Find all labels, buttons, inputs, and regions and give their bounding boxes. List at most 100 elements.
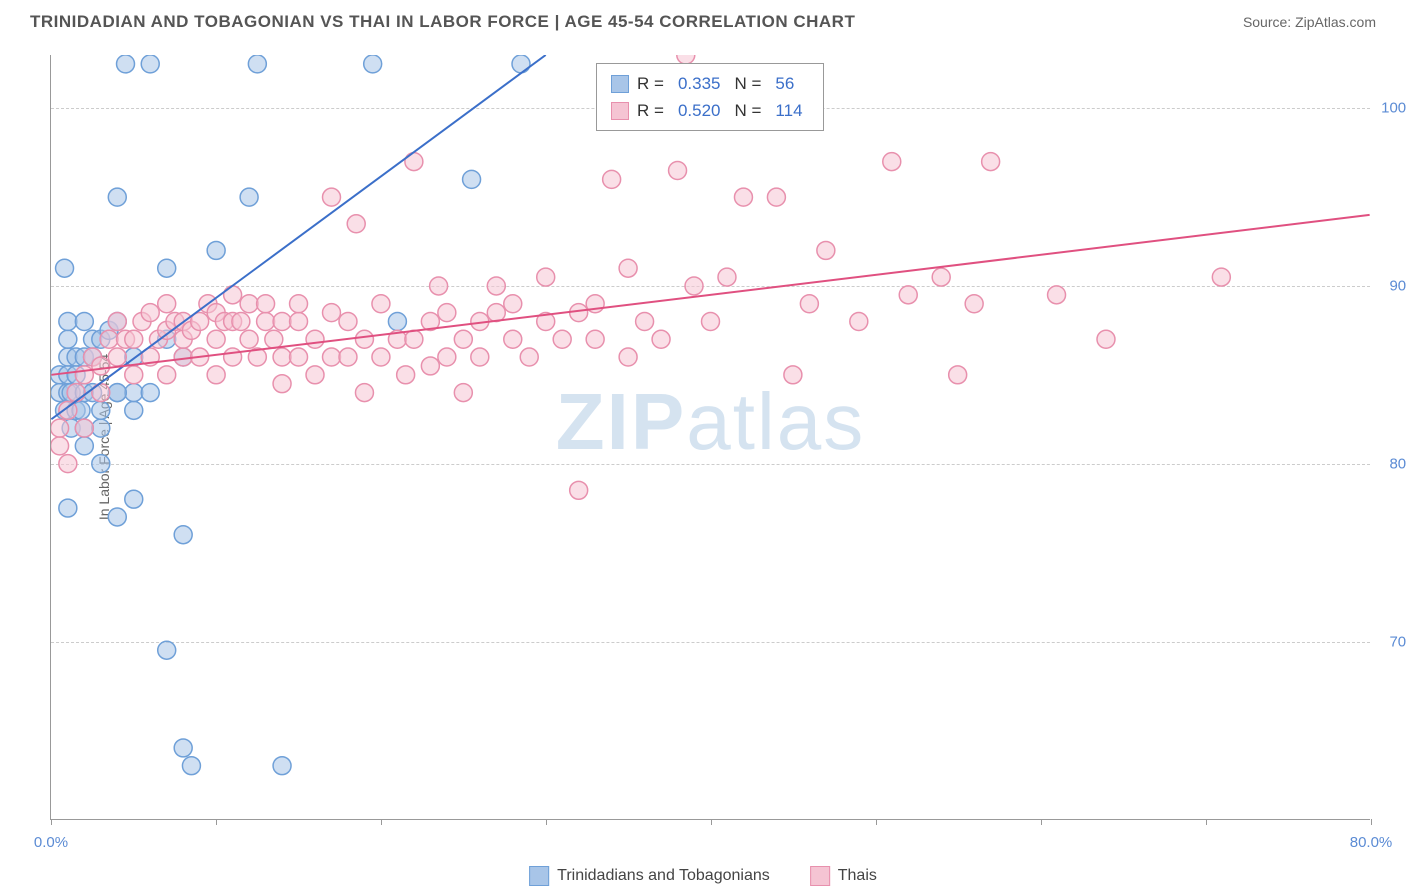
- data-point: [619, 348, 637, 366]
- data-point: [421, 357, 439, 375]
- data-point: [504, 295, 522, 313]
- data-point: [108, 384, 126, 402]
- data-point: [438, 348, 456, 366]
- data-point: [339, 313, 357, 331]
- data-point: [125, 366, 143, 384]
- data-point: [949, 366, 967, 384]
- data-point: [512, 55, 530, 73]
- stats-n-label: N =: [734, 97, 761, 124]
- data-point: [463, 170, 481, 188]
- data-point: [75, 437, 93, 455]
- data-point: [718, 268, 736, 286]
- data-point: [784, 366, 802, 384]
- x-tick-label: 80.0%: [1350, 834, 1393, 851]
- data-point: [487, 277, 505, 295]
- data-point: [92, 419, 110, 437]
- data-point: [1097, 330, 1115, 348]
- data-point: [669, 162, 687, 180]
- data-point: [248, 55, 266, 73]
- data-point: [240, 330, 258, 348]
- data-point: [438, 304, 456, 322]
- stats-n-label: N =: [734, 70, 761, 97]
- stats-swatch: [611, 102, 629, 120]
- data-point: [883, 153, 901, 171]
- data-point: [982, 153, 1000, 171]
- data-point: [75, 313, 93, 331]
- data-point: [257, 295, 275, 313]
- x-tick: [711, 819, 712, 825]
- data-point: [207, 330, 225, 348]
- data-point: [899, 286, 917, 304]
- legend-swatch: [529, 866, 549, 886]
- stats-row: R =0.335N =56: [611, 70, 809, 97]
- data-point: [100, 330, 118, 348]
- data-point: [290, 295, 308, 313]
- data-point: [141, 304, 159, 322]
- source-label: Source: ZipAtlas.com: [1243, 14, 1376, 30]
- stats-r-label: R =: [637, 70, 664, 97]
- data-point: [240, 295, 258, 313]
- y-tick-label: 70.0%: [1389, 634, 1406, 651]
- data-point: [273, 313, 291, 331]
- scatter-plot: [51, 55, 1370, 819]
- data-point: [397, 366, 415, 384]
- x-tick: [51, 819, 52, 825]
- data-point: [636, 313, 654, 331]
- data-point: [108, 348, 126, 366]
- data-point: [224, 286, 242, 304]
- data-point: [405, 153, 423, 171]
- data-point: [652, 330, 670, 348]
- data-point: [273, 348, 291, 366]
- x-tick: [546, 819, 547, 825]
- data-point: [207, 241, 225, 259]
- data-point: [290, 348, 308, 366]
- x-tick-label: 0.0%: [34, 834, 68, 851]
- stats-n-value: 56: [769, 70, 800, 97]
- data-point: [430, 277, 448, 295]
- data-point: [75, 366, 93, 384]
- data-point: [405, 330, 423, 348]
- data-point: [355, 384, 373, 402]
- stats-r-value: 0.520: [672, 97, 727, 124]
- data-point: [323, 304, 341, 322]
- data-point: [125, 490, 143, 508]
- data-point: [454, 330, 472, 348]
- data-point: [273, 757, 291, 775]
- data-point: [537, 268, 555, 286]
- data-point: [339, 348, 357, 366]
- data-point: [454, 384, 472, 402]
- data-point: [59, 455, 77, 473]
- data-point: [388, 313, 406, 331]
- x-tick: [1371, 819, 1372, 825]
- data-point: [257, 313, 275, 331]
- data-point: [487, 304, 505, 322]
- data-point: [800, 295, 818, 313]
- data-point: [306, 366, 324, 384]
- x-tick: [216, 819, 217, 825]
- data-point: [158, 366, 176, 384]
- data-point: [59, 499, 77, 517]
- data-point: [56, 259, 74, 277]
- data-point: [355, 330, 373, 348]
- data-point: [125, 384, 143, 402]
- data-point: [108, 508, 126, 526]
- x-tick: [1041, 819, 1042, 825]
- legend-swatch: [810, 866, 830, 886]
- legend-item: Trinidadians and Tobagonians: [529, 866, 770, 886]
- data-point: [92, 357, 110, 375]
- data-point: [347, 215, 365, 233]
- data-point: [51, 437, 69, 455]
- data-point: [92, 455, 110, 473]
- data-point: [141, 55, 159, 73]
- data-point: [364, 55, 382, 73]
- data-point: [932, 268, 950, 286]
- data-point: [965, 295, 983, 313]
- data-point: [323, 188, 341, 206]
- data-point: [290, 313, 308, 331]
- data-point: [207, 366, 225, 384]
- chart-plot-area: In Labor Force | Age 45-54 ZIPatlas 70.0…: [50, 55, 1370, 820]
- data-point: [108, 313, 126, 331]
- legend-label: Trinidadians and Tobagonians: [557, 867, 770, 885]
- chart-legend: Trinidadians and TobagoniansThais: [529, 866, 877, 886]
- data-point: [767, 188, 785, 206]
